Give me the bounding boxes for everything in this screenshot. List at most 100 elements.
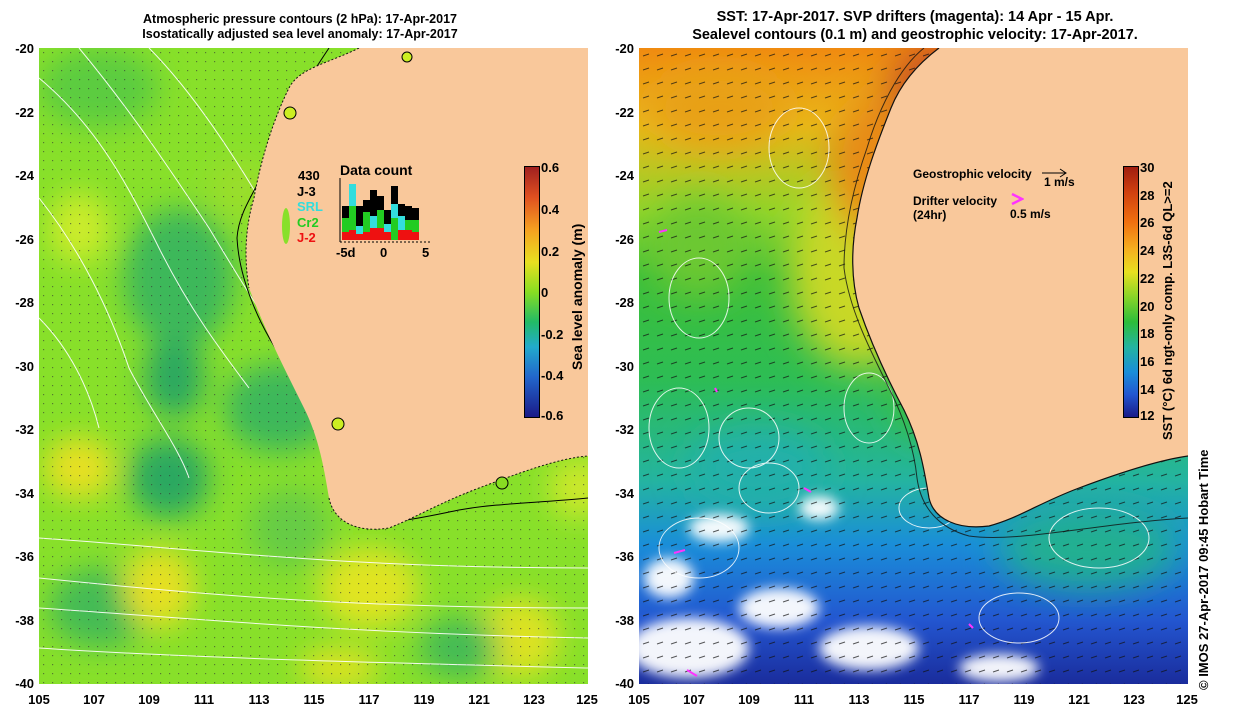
- right-cb-tick: 18: [1140, 326, 1155, 341]
- left-y-tick: -34: [15, 486, 34, 501]
- imos-credit: © IMOS 27-Apr-2017 09:45 Hobart Time: [1196, 449, 1211, 690]
- right-y-tick: -34: [615, 486, 634, 501]
- right-y-tick: -24: [615, 168, 634, 183]
- left-x-tick: 111: [193, 692, 215, 707]
- tide-gauge-4: [495, 476, 509, 490]
- left-cb-tick: 0.4: [541, 202, 560, 217]
- mission-j3: J-3: [297, 184, 316, 199]
- hist-x-tick: 5: [422, 245, 430, 260]
- left-x-tick: 109: [138, 692, 160, 707]
- hist-bar: [412, 208, 419, 240]
- mission-j2: J-2: [297, 230, 316, 245]
- right-y-tick: -32: [615, 422, 634, 437]
- australia-land-right: [852, 48, 1188, 527]
- left-x-tick: 117: [358, 692, 380, 707]
- left-x-tick: 107: [83, 692, 105, 707]
- australia-land: [246, 48, 588, 530]
- right-x-tick: 109: [738, 692, 760, 707]
- right-cb-tick: 14: [1140, 382, 1155, 397]
- data-count-histogram: [339, 178, 430, 243]
- tide-gauge-3: [331, 417, 345, 431]
- hist-bar: [377, 196, 384, 240]
- right-x-tick: 119: [1013, 692, 1035, 707]
- right-y-tick: -36: [615, 549, 634, 564]
- right-cb-tick: 30: [1140, 160, 1155, 175]
- right-x-tick: 115: [903, 692, 925, 707]
- hist-x-tick: 0: [380, 245, 388, 260]
- data-count-title: Data count: [340, 162, 413, 178]
- left-title-line2: Isostatically adjusted sea level anomaly…: [142, 27, 458, 41]
- right-x-tick: 123: [1123, 692, 1145, 707]
- right-y-tick: -40: [615, 676, 634, 691]
- drifter-label: Drifter velocity: [913, 194, 998, 208]
- left-map-title: Atmospheric pressure contours (2 hPa): 1…: [60, 12, 540, 42]
- right-y-tick: -38: [615, 613, 634, 628]
- geostrophic-label: Geostrophic velocity: [913, 167, 1032, 181]
- hist-bar: [349, 184, 356, 240]
- right-cb-tick: 20: [1140, 299, 1155, 314]
- left-x-tick: 125: [576, 692, 598, 707]
- hist-x-tick: -5d: [336, 245, 356, 260]
- drifter-scale: 0.5 m/s: [1010, 207, 1051, 221]
- left-y-tick: -20: [15, 41, 34, 56]
- right-y-tick: -30: [615, 359, 634, 374]
- left-x-tick: 105: [28, 692, 50, 707]
- right-colorbar-label: SST (°C) 6d ngt-only comp. L3S-6d QL>=2: [1160, 181, 1175, 440]
- right-title-line2: Sealevel contours (0.1 m) and geostrophi…: [692, 27, 1138, 43]
- right-x-tick: 121: [1068, 692, 1090, 707]
- left-y-tick: -24: [15, 168, 34, 183]
- drifter-sub: (24hr): [913, 208, 947, 222]
- right-y-tick: -22: [615, 105, 634, 120]
- data-count-total: 430: [298, 168, 320, 183]
- right-cb-tick: 22: [1140, 271, 1155, 286]
- left-y-tick: -40: [15, 676, 34, 691]
- left-cb-tick: 0.2: [541, 244, 560, 259]
- left-colorbar-gradient: [524, 166, 540, 418]
- right-cb-tick: 28: [1140, 188, 1155, 203]
- right-x-tick: 125: [1176, 692, 1198, 707]
- left-cb-tick: 0: [541, 285, 549, 300]
- shark-bay-coast: [282, 208, 290, 244]
- hist-bar: [342, 206, 349, 240]
- left-x-tick: 121: [468, 692, 490, 707]
- hist-bar: [356, 206, 363, 240]
- right-cb-tick: 26: [1140, 215, 1155, 230]
- tide-gauge-1: [401, 51, 413, 63]
- hist-bar: [363, 200, 370, 240]
- left-x-tick: 123: [523, 692, 545, 707]
- right-y-tick: -26: [615, 232, 634, 247]
- mission-srl: SRL: [297, 199, 323, 214]
- right-map-sst: [639, 48, 1188, 684]
- right-y-tick: -28: [615, 295, 634, 310]
- left-y-tick: -32: [15, 422, 34, 437]
- geostrophic-scale: 1 m/s: [1044, 175, 1075, 189]
- drifter-tracks: [658, 229, 974, 677]
- left-cb-tick: 0.6: [541, 160, 560, 175]
- left-title-line1: Atmospheric pressure contours (2 hPa): 1…: [143, 12, 457, 26]
- right-x-tick: 113: [848, 692, 870, 707]
- right-x-tick: 117: [958, 692, 980, 707]
- left-x-tick: 115: [303, 692, 325, 707]
- mission-cr2: Cr2: [297, 215, 319, 230]
- right-title-line1: SST: 17-Apr-2017. SVP drifters (magenta)…: [716, 9, 1114, 25]
- arrow-right-icon: [1042, 168, 1067, 178]
- left-y-tick: -26: [15, 232, 34, 247]
- right-cb-tick: 16: [1140, 354, 1155, 369]
- left-colorbar-label: Sea level anomaly (m): [569, 223, 585, 370]
- right-x-tick: 111: [793, 692, 815, 707]
- hist-bar: [370, 190, 377, 240]
- hist-bar: [405, 206, 412, 240]
- left-x-tick: 113: [248, 692, 270, 707]
- left-cb-tick: -0.6: [541, 408, 564, 423]
- right-y-tick: -20: [615, 41, 634, 56]
- hist-bar: [384, 210, 391, 240]
- hist-bar: [398, 204, 405, 240]
- sealevel-contours: [648, 107, 1150, 644]
- left-x-tick: 119: [413, 692, 435, 707]
- left-y-tick: -22: [15, 105, 34, 120]
- tide-gauge-2: [283, 106, 297, 120]
- right-cb-tick: 12: [1140, 408, 1155, 423]
- left-y-tick: -38: [15, 613, 34, 628]
- left-cb-tick: -0.2: [541, 327, 564, 342]
- left-cb-tick: -0.4: [541, 368, 564, 383]
